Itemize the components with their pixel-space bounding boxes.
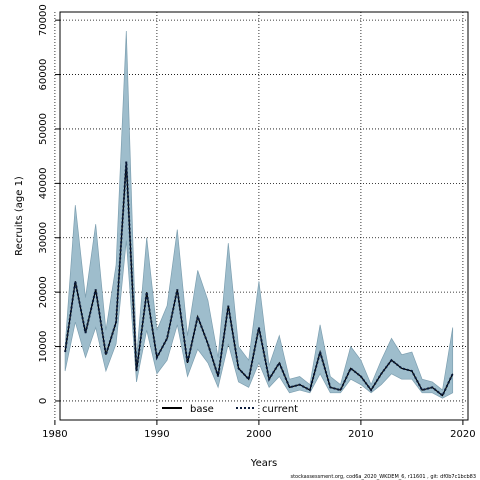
y-tick-label: 30000 <box>38 222 49 254</box>
legend-label-base: base <box>190 404 214 415</box>
series-lines-layer <box>64 161 454 398</box>
x-axis: 1980 1990 2000 2010 2020 <box>42 420 476 440</box>
confidence-band <box>64 31 454 399</box>
x-tick-label: 2020 <box>450 429 475 440</box>
y-tick-label: 60000 <box>38 59 49 91</box>
x-tick-label: 1990 <box>144 429 169 440</box>
x-tick-label: 2010 <box>348 429 373 440</box>
footnote: stockassessment.org, cod6a_2020_WKDEM_6,… <box>290 474 476 480</box>
y-tick-label: 10000 <box>38 331 49 363</box>
legend-label-current: current <box>262 404 298 415</box>
grid-lines <box>54 12 468 420</box>
y-tick-label: 50000 <box>38 113 49 145</box>
y-tick-label: 20000 <box>38 276 49 308</box>
plot-frame <box>59 11 469 421</box>
series-line-base <box>64 161 454 397</box>
y-tick-label: 40000 <box>38 167 49 199</box>
y-axis-title: Recruits (age 1) <box>14 176 25 256</box>
confidence-band-layer <box>64 31 454 399</box>
x-tick-label: 1980 <box>42 429 67 440</box>
x-axis-title: Years <box>250 458 277 469</box>
y-tick-label: 70000 <box>38 4 49 36</box>
y-axis: 0 10000 20000 30000 40000 50000 60000 70000 <box>38 4 60 404</box>
x-tick-label: 2000 <box>246 429 271 440</box>
legend: base current <box>162 404 298 415</box>
y-tick-label: 0 <box>38 398 49 404</box>
